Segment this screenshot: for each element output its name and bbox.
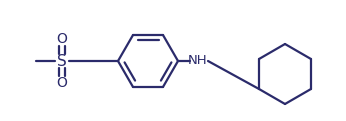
Text: O: O	[56, 32, 67, 46]
Text: NH: NH	[188, 54, 208, 68]
Text: S: S	[57, 53, 67, 68]
Text: O: O	[56, 76, 67, 90]
